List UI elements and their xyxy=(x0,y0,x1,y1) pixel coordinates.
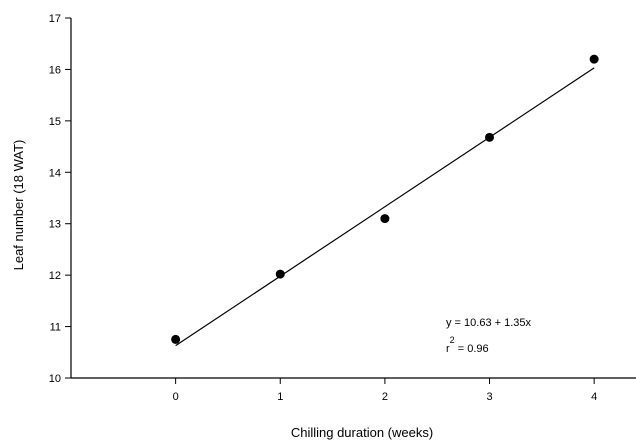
regression-line xyxy=(175,67,595,347)
regression-equation: y = 10.63 + 1.35x xyxy=(446,317,532,329)
axes xyxy=(70,18,636,379)
y-tick-label: 16 xyxy=(49,64,61,76)
r2-superscript: 2 xyxy=(450,335,455,345)
y-tick-label: 17 xyxy=(49,13,61,25)
r2-base: r xyxy=(446,343,450,355)
y-tick-label: 14 xyxy=(49,167,61,179)
data-point xyxy=(589,54,599,64)
y-tick-label: 11 xyxy=(50,322,61,334)
x-tick-label: 2 xyxy=(382,391,388,403)
x-tick-label: 3 xyxy=(486,391,492,403)
x-tick-label: 4 xyxy=(591,391,597,403)
data-point xyxy=(171,334,181,344)
y-tick-label: 10 xyxy=(49,373,61,385)
data-point xyxy=(275,269,285,279)
x-tick-label: 0 xyxy=(173,391,179,403)
y-tick-label: 13 xyxy=(49,219,61,231)
data-point xyxy=(485,132,495,142)
y-axis-label: Leaf number (18 WAT) xyxy=(11,140,26,271)
data-points xyxy=(171,54,599,344)
y-tick-label: 15 xyxy=(49,116,61,128)
r-squared-annotation: r2 = 0.96 xyxy=(446,335,489,355)
data-point xyxy=(380,214,390,224)
x-tick-label: 1 xyxy=(277,391,283,403)
r2-value: = 0.96 xyxy=(455,343,489,355)
x-ticks: 0 1 2 3 4 xyxy=(173,378,597,403)
y-tick-label: 12 xyxy=(49,270,61,282)
x-axis-label: Chilling duration (weeks) xyxy=(291,425,433,440)
y-ticks: 10 11 12 13 14 15 16 17 xyxy=(49,13,71,385)
